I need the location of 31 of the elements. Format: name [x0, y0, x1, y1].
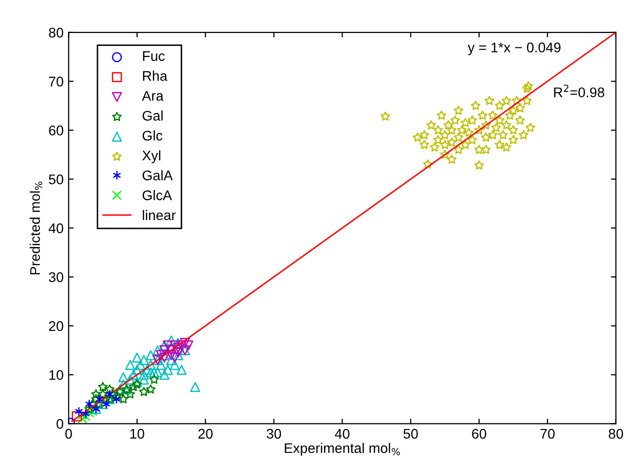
y-tick-label: 30: [48, 272, 64, 282]
annotation: y = 1*x − 0.049: [468, 42, 561, 56]
x-axis-title: Experimental mol$_{%}$: [284, 442, 400, 456]
legend-label: Gal: [142, 110, 163, 121]
x-tick-label: 20: [198, 428, 213, 439]
x-tick-label: 30: [266, 428, 282, 439]
y-axis-title: Predicted mol$_{%}$: [30, 182, 42, 274]
y-tick-label: 50: [48, 174, 64, 184]
legend-label: GlcA: [142, 190, 172, 200]
y-tick-label: 0: [56, 418, 64, 429]
annotation: R$^{2}$=0.98: [554, 84, 604, 98]
x-tick-label: 40: [334, 428, 350, 439]
x-tick-label: 10: [130, 428, 144, 439]
x-tick-label: 60: [472, 428, 486, 439]
y-tick-label: 70: [49, 76, 64, 86]
x-tick-label: 0: [65, 428, 72, 439]
legend-label: Ara: [142, 91, 164, 101]
y-tick-label: 60: [49, 126, 64, 136]
x-tick-label: 70: [540, 428, 555, 439]
x-tick-label: 80: [608, 428, 624, 439]
y-tick-label: 10: [49, 370, 64, 380]
legend-label: Rha: [143, 70, 168, 81]
x-tick-label: 50: [404, 428, 418, 439]
y-tick-label: 20: [49, 321, 64, 332]
legend-label: GalA: [142, 170, 173, 180]
legend-label: linear: [142, 210, 176, 220]
y-tick-label: 80: [48, 28, 64, 38]
legend-label: Xyl: [142, 150, 160, 164]
legend-label: Glc: [142, 130, 162, 141]
legend-label: Fuc: [143, 51, 165, 61]
y-tick-label: 40: [48, 223, 64, 234]
